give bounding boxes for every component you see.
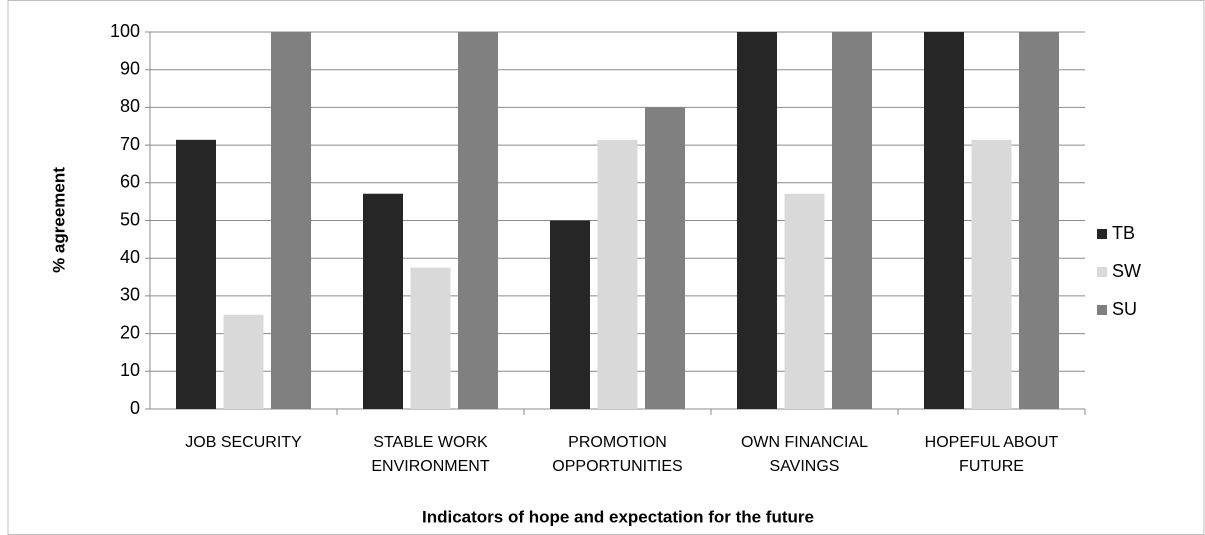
legend-label: TB: [1112, 223, 1135, 243]
bar: [550, 220, 590, 409]
bar: [410, 267, 451, 409]
y-tick-label: 0: [130, 398, 140, 418]
bar: [832, 32, 872, 409]
bar: [924, 32, 964, 409]
x-tick-label: JOB SECURITY: [185, 434, 302, 451]
bar: [223, 314, 264, 409]
bar: [363, 193, 403, 409]
bar: [597, 139, 638, 409]
bar: [645, 107, 685, 410]
x-axis-title: Indicators of hope and expectation for t…: [422, 507, 814, 526]
x-tick-label: OWN FINANCIAL: [741, 434, 868, 451]
y-tick-label: 70: [120, 134, 140, 154]
bar: [458, 32, 498, 409]
y-tick-label: 50: [120, 209, 140, 229]
y-tick-label: 40: [120, 247, 140, 267]
bar: [271, 32, 311, 409]
legend-label: SU: [1112, 299, 1137, 319]
legend-swatch: [1097, 229, 1107, 239]
y-axis-title: % agreement: [49, 167, 68, 273]
x-tick-label: PROMOTION: [568, 434, 667, 451]
y-tick-label: 60: [120, 172, 140, 192]
legend-swatch: [1097, 305, 1107, 315]
y-tick-label: 80: [120, 96, 140, 116]
bar: [784, 193, 825, 409]
legend-label: SW: [1112, 261, 1141, 281]
x-tick-label: FUTURE: [959, 458, 1024, 475]
y-tick-label: 30: [120, 285, 140, 305]
y-tick-label: 10: [120, 360, 140, 380]
y-tick-label: 90: [120, 58, 140, 78]
x-tick-label: OPPORTUNITIES: [552, 458, 682, 475]
bar: [176, 139, 216, 409]
legend-swatch: [1097, 267, 1107, 277]
bar: [737, 32, 777, 409]
x-tick-label: HOPEFUL ABOUT: [925, 434, 1059, 451]
x-tick-label: SAVINGS: [770, 458, 840, 475]
x-tick-label: ENVIRONMENT: [371, 458, 489, 475]
y-tick-label: 100: [110, 21, 140, 41]
bar: [1019, 32, 1059, 409]
y-tick-label: 20: [120, 322, 140, 342]
x-tick-label: STABLE WORK: [373, 434, 488, 451]
bar: [971, 139, 1012, 409]
